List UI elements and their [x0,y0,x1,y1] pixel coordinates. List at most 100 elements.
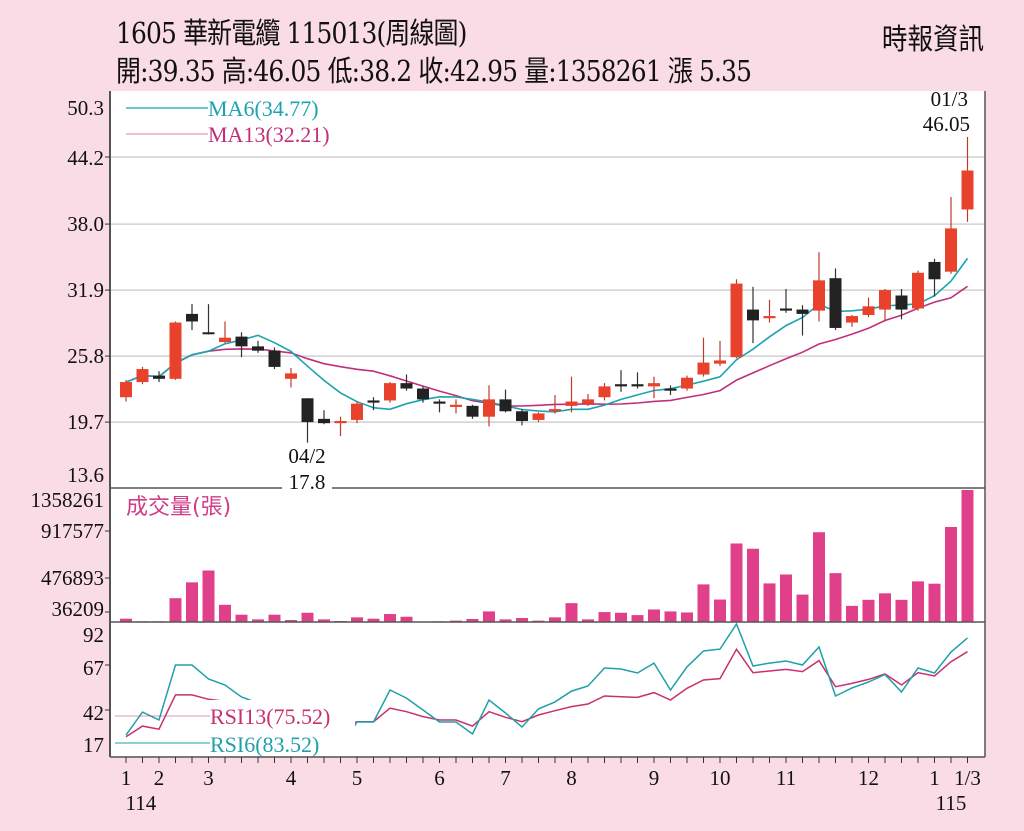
volume-bar [268,614,281,622]
candle-body [334,421,347,424]
candle-body [532,413,545,420]
volume-bar [186,582,198,622]
volume-bar [219,604,231,622]
volume-bar [400,616,413,622]
candle-body [285,373,297,379]
candle-body [400,383,413,389]
candle [219,321,231,344]
month-label: 5 [352,766,363,790]
candle-body [549,409,561,412]
price-tick-label: 13.6 [67,463,104,487]
candle [285,367,297,388]
month-label: 6 [434,766,445,790]
month-label: 8 [566,766,577,790]
source-label: 時報資訊 [881,22,984,56]
volume-bar [120,618,132,622]
candle [961,136,974,222]
volume-bar [945,526,957,622]
rsi-legend: RSI13(75.52) RSI6(83.52) [115,700,355,757]
volume-tick-label: 1358261 [31,488,105,512]
candle [169,321,182,380]
volume-bar [846,605,858,622]
candle-body [450,404,462,407]
candle [136,366,149,385]
candle-body [862,306,875,315]
price-tick-label: 19.7 [67,410,104,434]
price-tick-label: 25.8 [67,344,104,368]
candle [565,376,578,413]
candle-body [367,400,380,403]
candle [928,258,941,297]
candle-body [796,309,809,314]
volume-bar [895,599,908,622]
candle [879,289,891,321]
candle [301,398,314,443]
candle-body [681,377,693,389]
candle-body [235,336,248,347]
candle-body [879,290,891,310]
volume-bar [367,618,380,622]
candle-body [483,399,495,417]
candle [747,286,759,344]
candle-body [714,360,726,364]
rsi-tick-label: 17 [83,733,104,757]
candle-body [252,346,264,351]
candle-body [648,383,660,387]
ma6-legend-label: MA6(34.77) [208,96,319,121]
low-value-annotation: 17.8 [289,470,326,494]
candle-body [928,261,941,280]
low-value-bg [282,472,332,494]
candle [499,389,512,413]
candle [334,416,347,437]
candle-body [747,309,759,321]
candle-body [499,399,512,412]
month-label: 1 [929,766,940,790]
volume-bar [648,609,660,622]
rsi13-legend-label: RSI13(75.52) [210,704,330,729]
candle-body [120,382,132,398]
month-label: 9 [649,766,660,790]
candle [829,268,842,331]
candle [549,395,561,414]
volume-tick-label: 36209 [52,597,105,621]
candle [483,385,495,427]
candle-body [417,388,429,400]
volume-bar [598,612,611,622]
volume-bar [681,612,693,622]
month-label: 2 [154,766,165,790]
volume-bar [928,583,941,622]
candle [862,297,875,318]
volume-bar [862,599,875,622]
candle-body [268,350,281,367]
candle [813,252,825,322]
quote-summary: 開:39.35 高:46.05 低:38.2 收:42.95 量:1358261… [116,54,752,88]
candle-body [153,375,165,379]
volume-bar [780,574,792,622]
month-label: 1/3 [954,766,981,790]
month-label: 7 [500,766,511,790]
candle [202,304,215,335]
rsi6-legend-label: RSI6(83.52) [210,732,319,757]
candle [796,305,809,336]
volume-bar [318,619,330,622]
volume-bar [697,584,710,622]
candle [912,270,924,311]
candle-body [219,337,231,343]
candle-body [945,228,957,272]
high-date-annotation: 01/3 [931,87,968,111]
candle [582,393,594,406]
candle [235,332,248,358]
candle [516,409,528,426]
candle [318,410,330,425]
volume-bar [202,570,215,622]
candle-body [202,332,215,335]
candle-body [565,401,578,406]
candle-body [301,398,314,423]
candle [895,289,908,320]
candle-body [598,386,611,398]
rsi-tick-label: 92 [83,623,104,647]
volume-bar [549,617,561,622]
month-label: 11 [776,766,796,790]
rsi-legend-bg [205,700,355,756]
price-tick-label: 44.2 [67,146,104,170]
